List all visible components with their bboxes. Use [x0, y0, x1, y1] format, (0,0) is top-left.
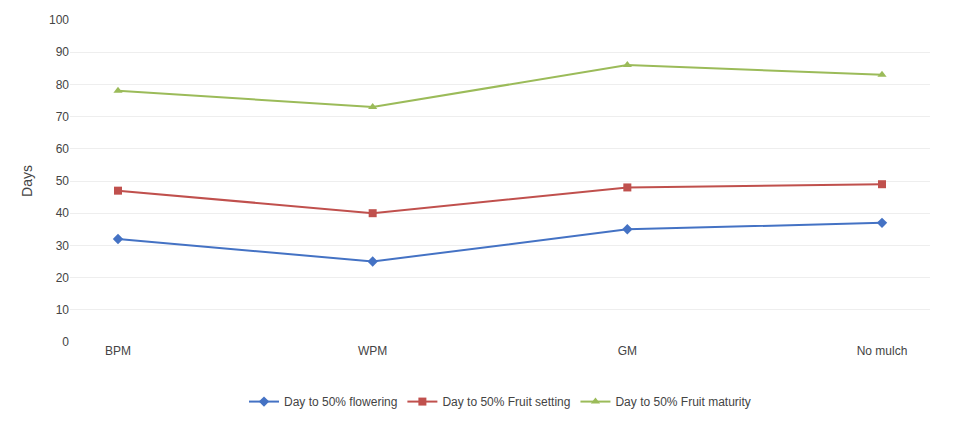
- svg-text:90: 90: [56, 45, 70, 59]
- svg-text:30: 30: [56, 239, 70, 253]
- svg-text:70: 70: [56, 110, 70, 124]
- svg-text:0: 0: [62, 335, 69, 349]
- svg-text:No mulch: No mulch: [857, 344, 908, 358]
- svg-text:50: 50: [56, 174, 70, 188]
- svg-text:Day to 50% Fruit maturity: Day to 50% Fruit maturity: [615, 395, 750, 409]
- svg-text:BPM: BPM: [105, 344, 131, 358]
- svg-text:GM: GM: [618, 344, 637, 358]
- svg-text:WPM: WPM: [358, 344, 387, 358]
- svg-text:Day to 50% Fruit setting: Day to 50% Fruit setting: [442, 395, 570, 409]
- svg-text:20: 20: [56, 271, 70, 285]
- svg-text:Day to 50% flowering: Day to 50% flowering: [284, 395, 397, 409]
- svg-text:Days: Days: [19, 165, 35, 197]
- svg-text:60: 60: [56, 142, 70, 156]
- svg-text:100: 100: [49, 13, 69, 27]
- svg-text:40: 40: [56, 206, 70, 220]
- svg-text:10: 10: [56, 303, 70, 317]
- svg-text:80: 80: [56, 78, 70, 92]
